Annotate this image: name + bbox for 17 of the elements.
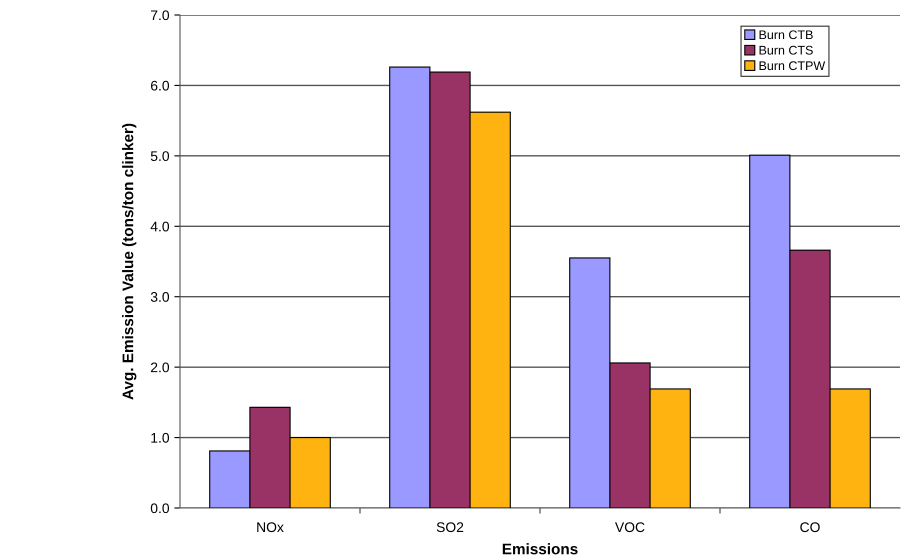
- x-tick-label: SO2: [436, 522, 464, 532]
- x-tick-label: NOx: [257, 522, 284, 532]
- y-tick-label: 2.0: [150, 362, 170, 372]
- y-tick-label: 0.0: [150, 503, 170, 514]
- legend-label: Burn CTPW: [760, 61, 826, 70]
- y-tick-label: 4.0: [150, 222, 170, 232]
- y-tick-label: 1.0: [151, 432, 170, 443]
- x-axis-title: Emissions: [502, 543, 578, 554]
- y-tick-label: 5.0: [150, 151, 170, 162]
- y-tick-label: 3.0: [150, 292, 170, 302]
- y-tick-label: 6.0: [150, 80, 170, 91]
- y-axis-title: Avg. Emission Value (tons/ton clinker): [122, 124, 136, 400]
- y-tick-label: 7.0: [150, 10, 170, 20]
- x-tick-label: CO: [800, 522, 820, 532]
- x-tick-label: VOC: [615, 522, 645, 532]
- legend-label: Burn CTS: [760, 46, 813, 55]
- legend-label: Burn CTB: [760, 30, 813, 40]
